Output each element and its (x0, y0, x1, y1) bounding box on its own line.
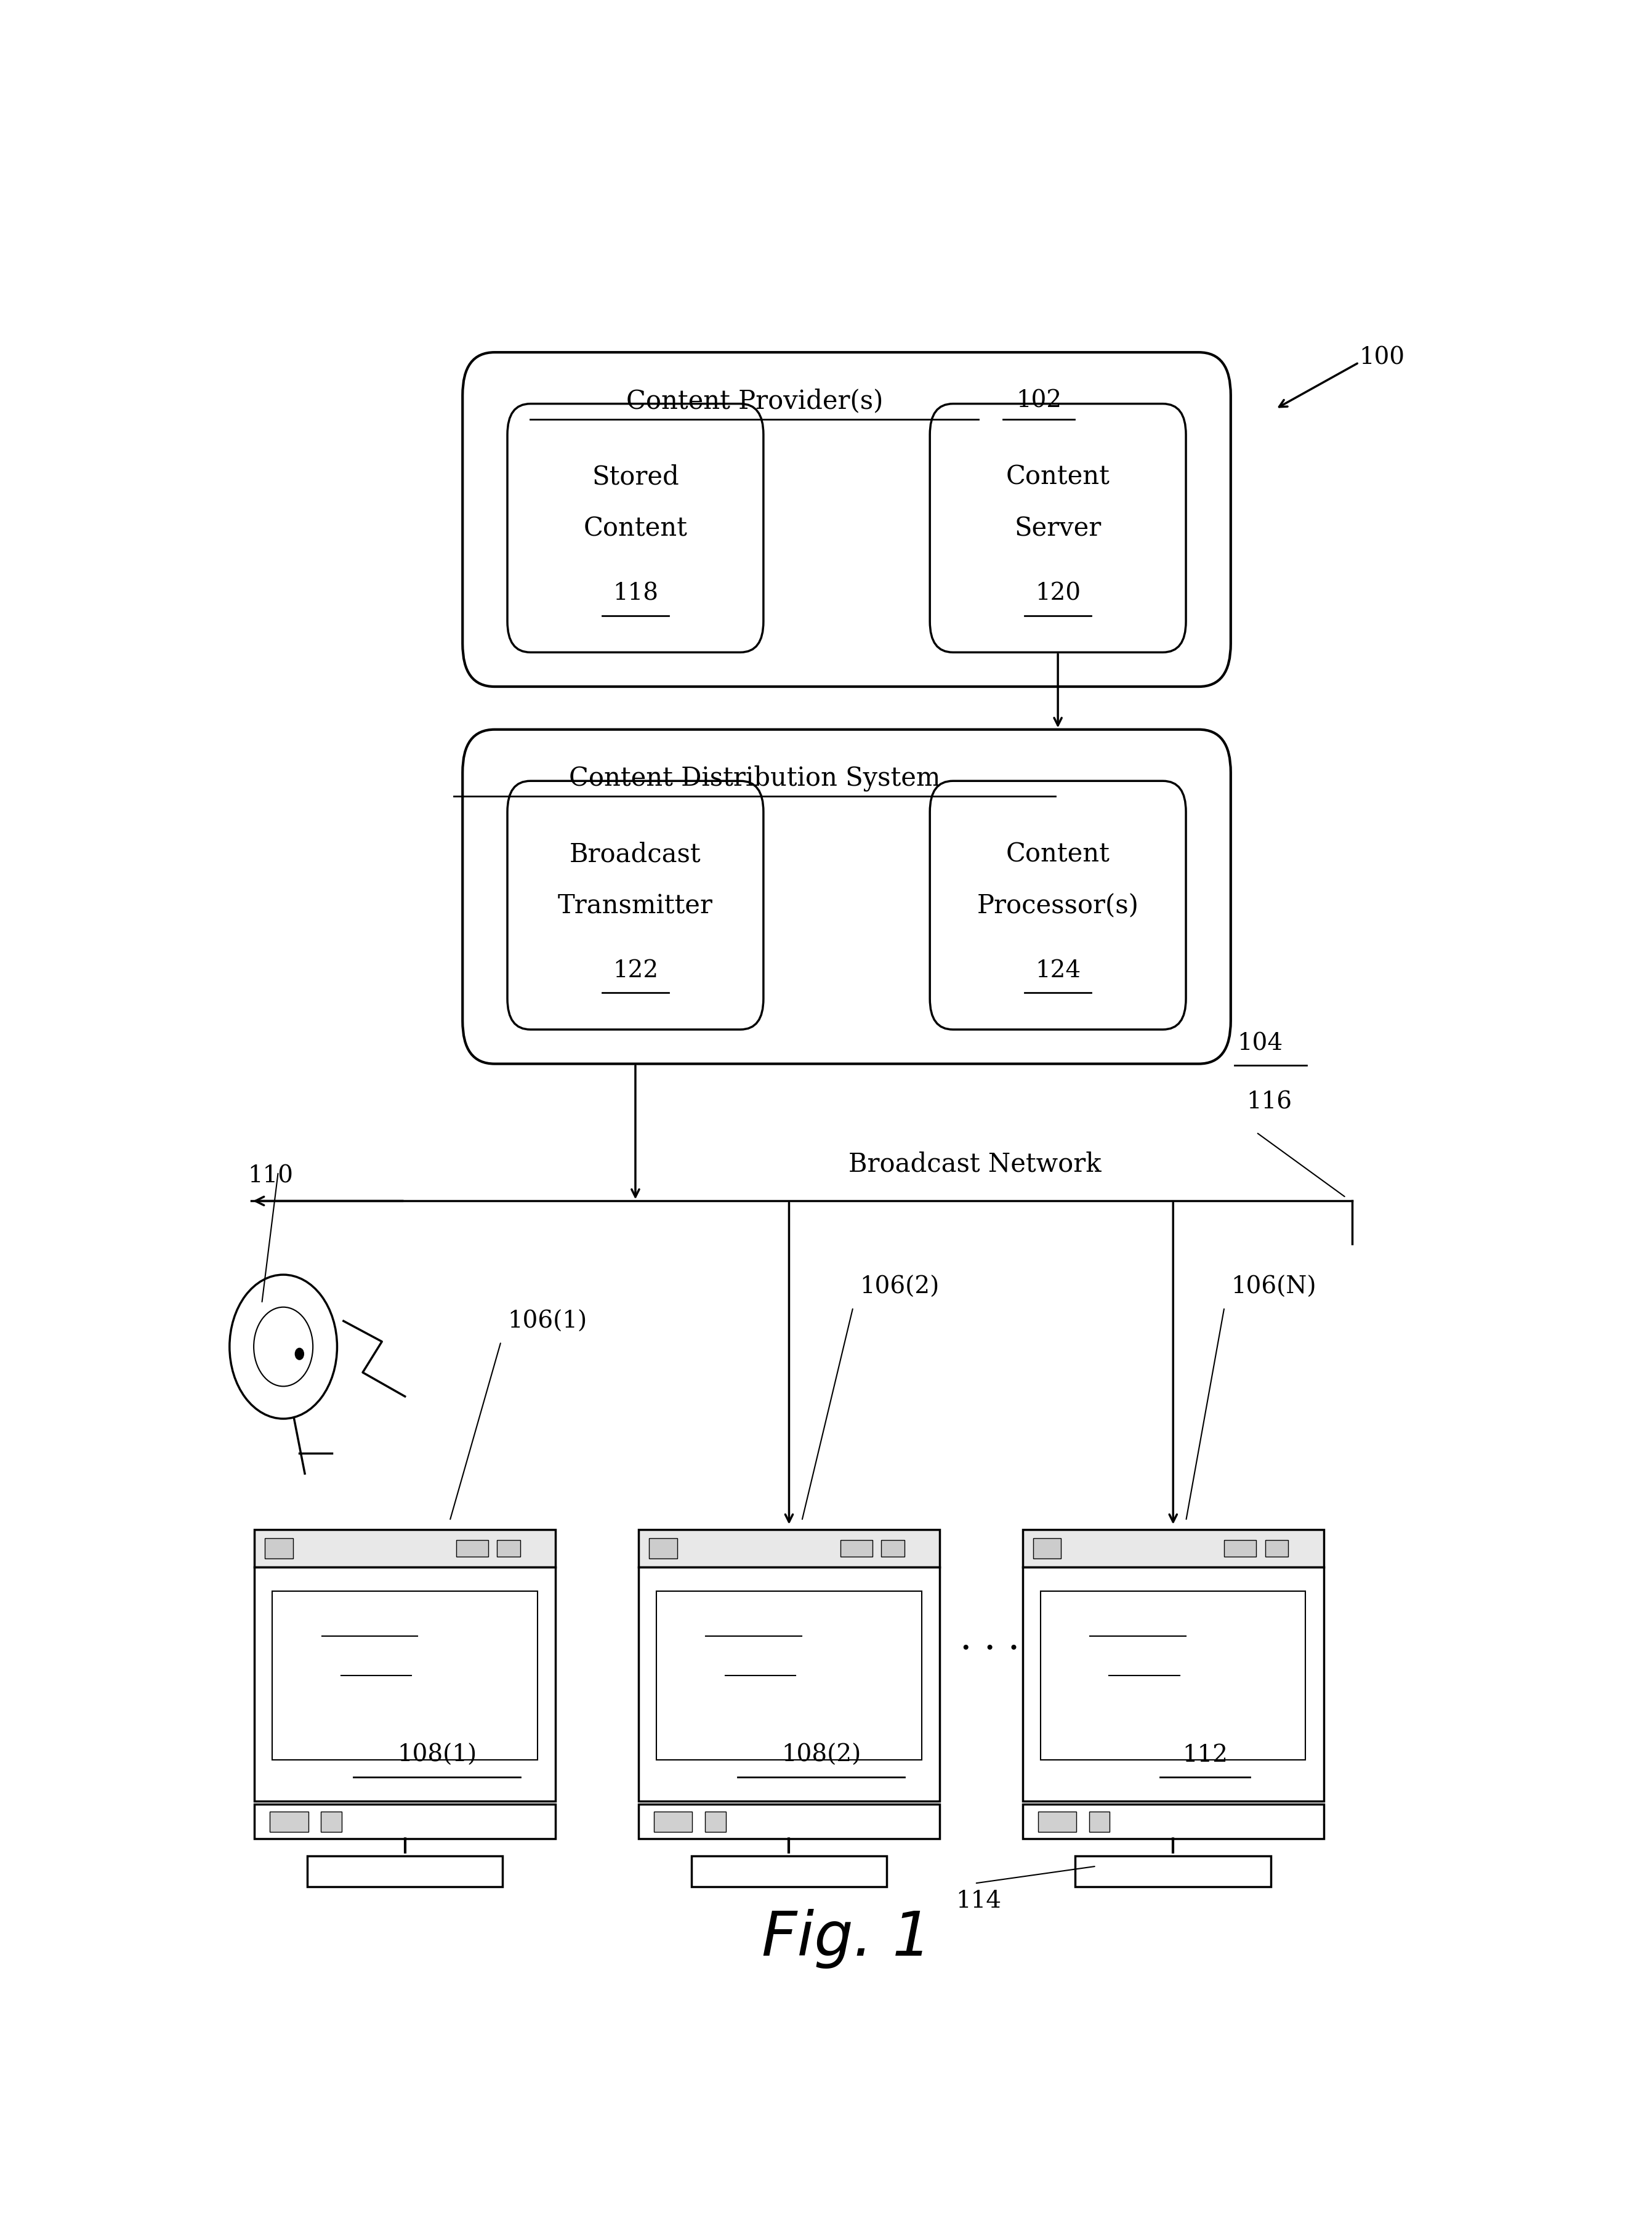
Text: Content: Content (583, 516, 687, 541)
Text: 124: 124 (1036, 959, 1080, 982)
Text: 106(N): 106(N) (1231, 1275, 1317, 1298)
Bar (881, 1540, 904, 1558)
Bar (254, 1567, 555, 1801)
Text: 106(1): 106(1) (507, 1309, 586, 1333)
Text: 100: 100 (1360, 347, 1404, 370)
Bar (639, 1567, 940, 1801)
Bar (1037, 1812, 1077, 1832)
Bar (841, 1540, 872, 1558)
Text: 110: 110 (248, 1164, 292, 1186)
Bar (656, 1592, 922, 1761)
Text: 118: 118 (613, 583, 657, 605)
Bar (691, 1856, 887, 1888)
Bar (1265, 1540, 1289, 1558)
Bar (1023, 1567, 1323, 1801)
Text: Broadcast Network: Broadcast Network (847, 1151, 1102, 1178)
Text: 120: 120 (1036, 583, 1080, 605)
Bar (639, 1529, 940, 1567)
Bar (1032, 1538, 1061, 1558)
Text: 106(2): 106(2) (859, 1275, 938, 1298)
Text: Content Distribution System: Content Distribution System (568, 766, 940, 790)
Bar (649, 1538, 677, 1558)
Text: Content: Content (1006, 465, 1110, 490)
Text: Fig. 1: Fig. 1 (762, 1908, 932, 1968)
Bar (254, 1805, 555, 1839)
Text: 116: 116 (1246, 1091, 1292, 1113)
FancyBboxPatch shape (930, 781, 1186, 1031)
Text: Stored: Stored (591, 465, 679, 490)
Bar (269, 1812, 309, 1832)
Bar (307, 1856, 502, 1888)
Text: Processor(s): Processor(s) (976, 893, 1138, 919)
FancyBboxPatch shape (507, 781, 763, 1031)
Bar (254, 1529, 555, 1567)
Text: 104: 104 (1237, 1033, 1284, 1055)
Bar (497, 1540, 520, 1558)
Text: Content Provider(s): Content Provider(s) (626, 387, 882, 414)
Text: 112: 112 (1183, 1743, 1227, 1765)
Bar (1023, 1805, 1323, 1839)
Bar (654, 1812, 692, 1832)
Bar (320, 1812, 342, 1832)
Bar (1224, 1540, 1257, 1558)
FancyBboxPatch shape (463, 730, 1231, 1064)
Text: Server: Server (1014, 516, 1102, 541)
Bar (1023, 1529, 1323, 1567)
Text: Broadcast: Broadcast (570, 841, 700, 868)
FancyBboxPatch shape (463, 352, 1231, 688)
Bar (456, 1540, 489, 1558)
FancyBboxPatch shape (507, 405, 763, 652)
Bar (705, 1812, 725, 1832)
Text: Transmitter: Transmitter (558, 893, 714, 919)
Text: 114: 114 (955, 1890, 1001, 1912)
FancyBboxPatch shape (930, 405, 1186, 652)
Text: Content: Content (1006, 841, 1110, 868)
Bar (1075, 1856, 1270, 1888)
Circle shape (296, 1349, 304, 1360)
Text: 122: 122 (613, 959, 657, 982)
Text: 102: 102 (1016, 390, 1062, 412)
Text: . . .: . . . (960, 1621, 1019, 1656)
Text: 108(2): 108(2) (781, 1743, 861, 1765)
Bar (264, 1538, 292, 1558)
Bar (639, 1805, 940, 1839)
Bar (1041, 1592, 1305, 1761)
Text: 108(1): 108(1) (396, 1743, 477, 1765)
Bar (273, 1592, 537, 1761)
Bar (1089, 1812, 1110, 1832)
